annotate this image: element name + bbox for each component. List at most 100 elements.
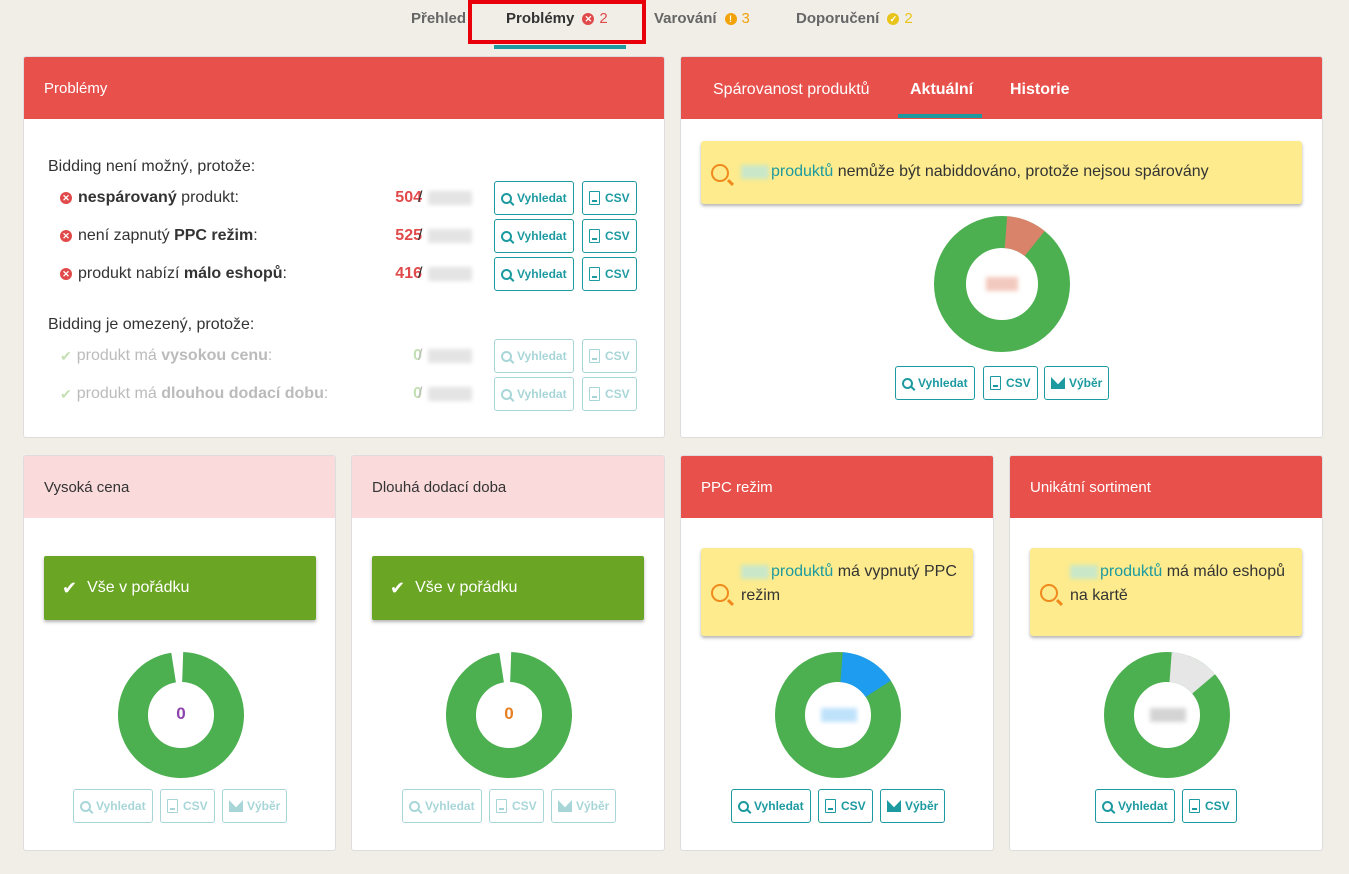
exclamation-circle-icon: ! xyxy=(724,12,737,25)
search-button[interactable]: Vyhledat xyxy=(73,789,153,823)
tab-recommendations[interactable]: Doporučení ✓ 2 xyxy=(796,10,913,27)
csv-button[interactable]: CSV xyxy=(160,789,215,823)
csv-file-icon xyxy=(1189,799,1200,813)
search-button[interactable]: Vyhledat xyxy=(494,181,574,215)
search-button[interactable]: Vyhledat xyxy=(494,257,574,291)
row-count: 0 xyxy=(413,385,422,402)
x-circle-icon: ✕ xyxy=(60,230,72,242)
blurred-count xyxy=(1070,564,1098,579)
search-icon xyxy=(501,230,512,242)
csv-file-icon xyxy=(990,376,1001,390)
tab-overview[interactable]: Přehled xyxy=(411,10,467,27)
search-button[interactable]: Vyhledat xyxy=(494,377,574,411)
pairing-tabs: Spárovanost produktů Aktuální Historie xyxy=(681,57,1322,119)
search-button[interactable]: Vyhledat xyxy=(494,219,574,253)
panel-title: Vysoká cena xyxy=(24,456,335,518)
funnel-icon xyxy=(558,800,572,812)
problem-row: ✕ nespárovaný produkt: 504 / xyxy=(60,183,640,213)
check-icon: ✔ xyxy=(60,385,72,402)
csv-file-icon xyxy=(589,267,600,281)
panel-title: Dlouhá dodací doba xyxy=(352,456,664,518)
x-circle-icon: ✕ xyxy=(60,268,72,280)
ppc-alert: produktů má vypnutý PPC režim xyxy=(701,548,973,636)
search-icon xyxy=(501,268,512,280)
csv-button[interactable]: CSV xyxy=(818,789,873,823)
tab-history[interactable]: Historie xyxy=(1010,81,1070,98)
tab-problems[interactable]: Problémy ✕ 2 xyxy=(506,10,608,27)
unique-donut-chart xyxy=(1104,652,1230,778)
csv-button[interactable]: CSV xyxy=(983,366,1038,400)
select-button[interactable]: Výběr xyxy=(1044,366,1110,400)
funnel-icon xyxy=(229,800,243,812)
csv-file-icon xyxy=(496,799,507,813)
high-price-donut-chart xyxy=(118,652,244,778)
blurred-total xyxy=(428,349,472,363)
row-count: 504 xyxy=(395,189,422,206)
tab-warnings[interactable]: Varování ! 3 xyxy=(654,10,750,27)
funnel-icon xyxy=(1051,377,1065,389)
csv-file-icon xyxy=(167,799,178,813)
csv-file-icon xyxy=(589,387,600,401)
search-warning-icon xyxy=(1040,584,1058,602)
row-count: 416 xyxy=(395,265,422,282)
donut-main-slice xyxy=(1104,652,1230,778)
long-delivery-donut-chart xyxy=(446,652,572,778)
panel-title: Problémy xyxy=(24,57,664,119)
products-link[interactable]: produktů xyxy=(771,563,834,580)
section-not-possible-title: Bidding není možný, protože: xyxy=(48,158,256,175)
pairing-donut-chart xyxy=(934,216,1070,352)
highlight-box xyxy=(468,0,646,44)
row-slash: / xyxy=(418,385,423,402)
row-slash: / xyxy=(418,265,423,282)
products-link[interactable]: produktů xyxy=(771,163,834,180)
csv-button[interactable]: CSV xyxy=(1182,789,1237,823)
select-button[interactable]: Výběr xyxy=(222,789,288,823)
problem-row: ✕ produkt nabízí málo eshopů: 416 / xyxy=(60,259,640,289)
csv-button[interactable]: CSV xyxy=(582,257,637,291)
blurred-total xyxy=(428,267,472,281)
high-price-panel: Vysoká cena ✔ Vše v pořádku 0 Vyhledat CS… xyxy=(23,455,336,851)
active-tab-indicator xyxy=(898,114,982,118)
row-label: nespárovaný produkt: xyxy=(78,189,239,206)
section-limited-title: Bidding je omezený, protože: xyxy=(48,316,255,333)
csv-button[interactable]: CSV xyxy=(582,339,637,373)
donut-problem-slice xyxy=(1003,216,1045,257)
products-link[interactable]: produktů xyxy=(1100,563,1163,580)
warnings-count: 3 xyxy=(741,10,750,27)
blurred-total xyxy=(428,191,472,205)
search-button[interactable]: Vyhledat xyxy=(494,339,574,373)
row-label: produkt má vysokou cenu: xyxy=(76,347,273,364)
blurred-count xyxy=(741,564,769,579)
blurred-count xyxy=(741,164,769,179)
csv-button[interactable]: CSV xyxy=(582,181,637,215)
search-button[interactable]: Vyhledat xyxy=(1095,789,1175,823)
search-button[interactable]: Vyhledat xyxy=(895,366,975,400)
ok-status: ✔ Vše v pořádku xyxy=(372,556,644,620)
csv-button[interactable]: CSV xyxy=(582,219,637,253)
row-slash: / xyxy=(418,189,423,206)
row-count: 525 xyxy=(395,227,422,244)
check-icon: ✔ xyxy=(390,577,406,598)
search-button[interactable]: Vyhledat xyxy=(731,789,811,823)
csv-button[interactable]: CSV xyxy=(489,789,544,823)
problem-row: ✔ produkt má vysokou cenu: 0 / xyxy=(60,341,640,371)
csv-file-icon xyxy=(589,191,600,205)
select-button[interactable]: Výběr xyxy=(880,789,946,823)
unique-assortment-panel: Unikátní sortiment produktů má málo esho… xyxy=(1009,455,1323,851)
alert-text: má málo eshopů na kartě xyxy=(1070,563,1285,604)
tab-current[interactable]: Aktuální xyxy=(910,81,974,98)
select-button[interactable]: Výběr xyxy=(551,789,617,823)
search-icon xyxy=(80,800,91,812)
search-button[interactable]: Vyhledat xyxy=(402,789,482,823)
row-label: není zapnutý PPC režim: xyxy=(78,227,258,244)
row-slash: / xyxy=(418,227,423,244)
donut-center-value: 0 xyxy=(176,704,186,723)
row-label: produkt má dlouhou dodací dobu: xyxy=(76,385,329,402)
csv-button[interactable]: CSV xyxy=(582,377,637,411)
panel-title: PPC režim xyxy=(681,456,993,518)
active-tab-indicator xyxy=(494,45,626,49)
x-circle-icon: ✕ xyxy=(60,192,72,204)
x-circle-icon: ✕ xyxy=(582,12,595,25)
donut-problem-slice xyxy=(839,652,891,698)
problem-row: ✕ není zapnutý PPC režim: 525 / xyxy=(60,221,640,251)
